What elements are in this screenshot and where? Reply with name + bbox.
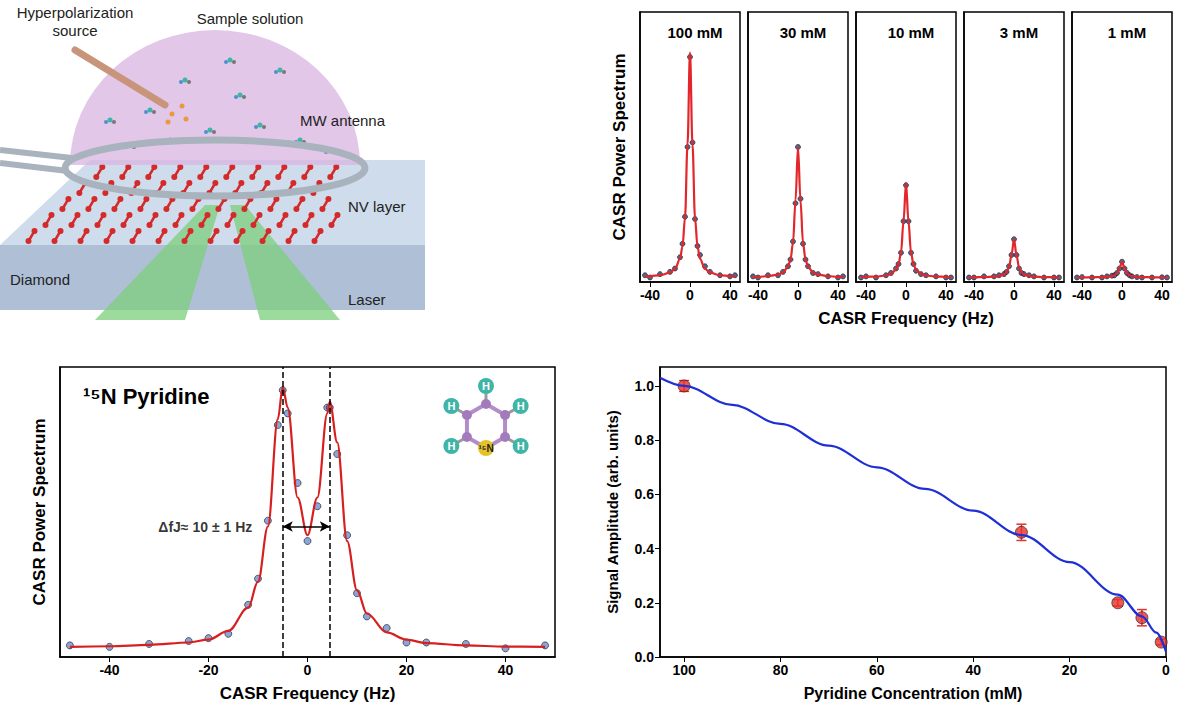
svg-text:40: 40 [830, 287, 846, 303]
svg-text:-40: -40 [856, 287, 876, 303]
svg-text:Pyridine Concentration (mM): Pyridine Concentration (mM) [804, 685, 1023, 702]
svg-text:Hyperpolarization: Hyperpolarization [17, 4, 134, 21]
svg-text:-40: -40 [964, 287, 984, 303]
svg-text:-40: -40 [1072, 287, 1092, 303]
svg-text:Diamond: Diamond [10, 271, 70, 288]
svg-text:CASR Frequency (Hz): CASR Frequency (Hz) [818, 309, 994, 328]
svg-text:0.6: 0.6 [635, 486, 655, 502]
svg-text:0.8: 0.8 [635, 432, 655, 448]
svg-text:0.4: 0.4 [635, 541, 655, 557]
svg-text:0: 0 [902, 287, 910, 303]
svg-text:40: 40 [498, 662, 514, 678]
svg-text:CASR Frequency (Hz): CASR Frequency (Hz) [220, 684, 396, 703]
svg-text:source: source [52, 22, 97, 39]
svg-text:Signal Amplitude (arb. units): Signal Amplitude (arb. units) [604, 410, 621, 614]
svg-text:40: 40 [1154, 287, 1170, 303]
svg-text:100 mM: 100 mM [667, 24, 722, 41]
svg-text:10 mM: 10 mM [888, 24, 935, 41]
svg-text:-40: -40 [640, 287, 660, 303]
svg-text:1 mM: 1 mM [1108, 24, 1146, 41]
svg-text:20: 20 [399, 662, 415, 678]
svg-text:80: 80 [773, 662, 789, 678]
svg-text:0: 0 [1162, 662, 1170, 678]
svg-text:Laser: Laser [348, 291, 386, 308]
svg-text:Sample solution: Sample solution [197, 10, 304, 27]
svg-text:-40: -40 [99, 662, 119, 678]
svg-text:0: 0 [686, 287, 694, 303]
svg-text:-40: -40 [748, 287, 768, 303]
svg-text:30 mM: 30 mM [780, 24, 827, 41]
svg-text:0: 0 [1118, 287, 1126, 303]
svg-text:1.0: 1.0 [635, 378, 655, 394]
svg-text:0.0: 0.0 [635, 649, 655, 665]
svg-text:40: 40 [1046, 287, 1062, 303]
svg-text:0: 0 [794, 287, 802, 303]
svg-text:0.2: 0.2 [635, 595, 655, 611]
svg-text:40: 40 [938, 287, 954, 303]
svg-text:ΔfJ≈ 10 ± 1 Hz: ΔfJ≈ 10 ± 1 Hz [158, 519, 252, 535]
svg-text:H: H [447, 440, 455, 452]
svg-text:CASR Power Spectrum: CASR Power Spectrum [30, 418, 49, 605]
svg-text:40: 40 [965, 662, 981, 678]
svg-text:3 mM: 3 mM [1000, 24, 1038, 41]
svg-text:H: H [517, 440, 525, 452]
svg-text:¹⁵N Pyridine: ¹⁵N Pyridine [83, 384, 209, 409]
svg-text:60: 60 [869, 662, 885, 678]
svg-text:NV layer: NV layer [348, 198, 406, 215]
svg-text:100: 100 [672, 662, 696, 678]
svg-text:-20: -20 [198, 662, 218, 678]
svg-text:CASR Power Spectrum: CASR Power Spectrum [610, 53, 629, 240]
svg-text:H: H [517, 400, 525, 412]
svg-text:MW antenna: MW antenna [300, 112, 386, 129]
svg-text:20: 20 [1062, 662, 1078, 678]
svg-text:0: 0 [1010, 287, 1018, 303]
svg-text:¹⁵N: ¹⁵N [478, 443, 493, 454]
svg-text:40: 40 [722, 287, 738, 303]
svg-text:H: H [447, 400, 455, 412]
svg-text:0: 0 [304, 662, 312, 678]
svg-text:H: H [482, 380, 490, 392]
